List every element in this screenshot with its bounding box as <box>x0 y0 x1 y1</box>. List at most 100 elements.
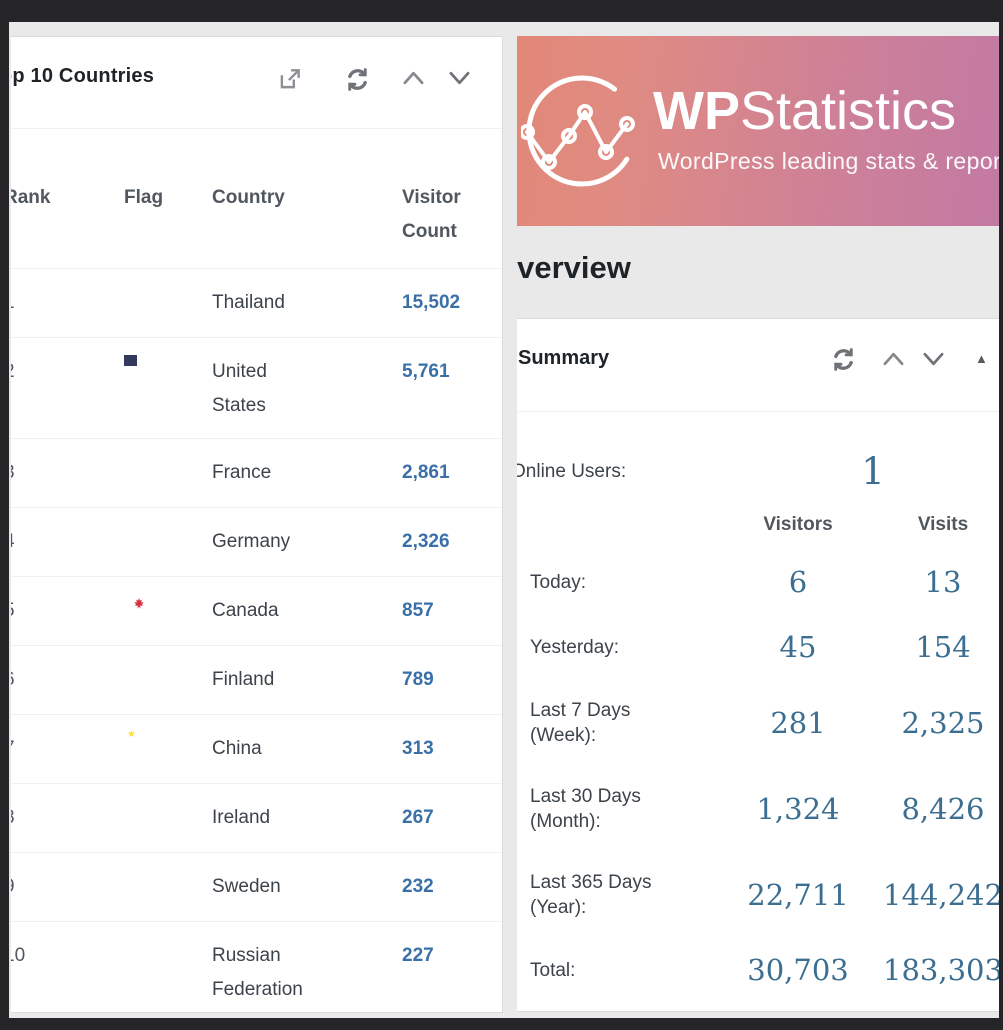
country-name: Thailand <box>212 292 285 313</box>
summary-refresh-icon[interactable] <box>830 346 857 373</box>
country-name: Germany <box>212 531 291 552</box>
country-name: France <box>212 462 272 483</box>
summary-stat-row: Last 7 Days (Week): 281 2,325 <box>517 680 999 766</box>
open-report-external-link-icon[interactable] <box>277 66 303 92</box>
visitor-count-link[interactable]: 15,502 <box>402 292 461 313</box>
country-table-row: 5 Canada 857 <box>11 577 502 646</box>
country-name: China <box>212 738 262 759</box>
country-name: Canada <box>212 600 279 621</box>
summary-stat-row: Yesterday: 45 154 <box>517 614 999 680</box>
visitor-count-link[interactable]: 2,861 <box>402 462 450 483</box>
summary-row-label: Last 7 Days (Week): <box>530 700 631 746</box>
visitors-value: 22,711 <box>747 878 849 912</box>
country-table-row: 6 Finland 789 <box>11 646 502 715</box>
country-table-row: 4 Germany 2,326 <box>11 508 502 577</box>
countries-toolbar <box>11 64 504 94</box>
visits-value: 8,426 <box>901 792 985 826</box>
country-table-row: 1 Thailand 15,502 <box>11 269 502 338</box>
rank-value: 4 <box>11 531 15 552</box>
country-table-row: 10 Russian Federation 227 <box>11 922 502 1016</box>
summary-row-label: Last 30 Days (Month): <box>530 786 641 832</box>
top-countries-header: Top 10 Countries <box>11 37 502 129</box>
rank-value: 1 <box>11 292 15 313</box>
country-name: Ireland <box>212 807 271 828</box>
visitor-count-column-header: Visitor Count <box>402 187 461 242</box>
rank-value: 10 <box>11 945 26 966</box>
summary-body: Online Users: 1 Visitors Visits Today: 6… <box>517 412 999 1002</box>
summary-card: Summary <box>517 318 999 1012</box>
visits-value: 154 <box>915 630 971 664</box>
visitor-count-link[interactable]: 789 <box>402 669 434 690</box>
total-visits-value: 183,303 <box>883 953 999 987</box>
summary-row-label: Last 365 Days (Year): <box>530 872 652 918</box>
overview-column-viewport: WPStatistics WordPress leading stats & r… <box>517 36 999 1018</box>
visits-value: 144,242 <box>883 878 999 912</box>
visitor-count-link[interactable]: 857 <box>402 600 434 621</box>
visitors-value: 6 <box>788 565 808 599</box>
rank-value: 2 <box>11 361 15 382</box>
flag-column-header: Flag <box>124 187 164 208</box>
rank-value: 9 <box>11 876 15 897</box>
summary-stat-row: Today: 6 13 <box>517 550 999 614</box>
total-label: Total: <box>530 959 576 981</box>
chevron-up-icon[interactable] <box>402 69 425 87</box>
summary-row-label: Yesterday: <box>530 636 620 658</box>
summary-collapse-triangle-icon[interactable]: ▲ <box>975 351 988 366</box>
rank-value: 8 <box>11 807 15 828</box>
visitors-value: 281 <box>770 706 826 740</box>
visitor-count-link[interactable]: 313 <box>402 738 434 759</box>
country-name: Sweden <box>212 876 281 897</box>
admin-page-background: Top 10 Countries Rank Flag Country Visit… <box>9 22 999 1018</box>
rank-value: 3 <box>11 462 15 483</box>
page-title: Overview <box>517 250 631 285</box>
country-table-row: 2 United States 5,761 <box>11 338 502 439</box>
visitor-count-link[interactable]: 5,761 <box>402 361 450 382</box>
summary-stat-row: Last 365 Days (Year): 22,711 144,242 <box>517 852 999 938</box>
summary-stat-row: Last 30 Days (Month): 1,324 8,426 <box>517 766 999 852</box>
top-countries-title: Top 10 Countries <box>11 65 155 87</box>
summary-chevron-up-icon[interactable] <box>882 350 905 368</box>
visitors-value: 1,324 <box>756 792 840 826</box>
visits-column-header: Visits <box>917 514 969 535</box>
country-name: Finland <box>212 669 275 690</box>
country-column-header: Country <box>212 187 285 208</box>
summary-title: Summary <box>518 347 610 369</box>
online-users-row: Online Users: 1 <box>517 442 999 500</box>
summary-header: Summary <box>517 319 999 412</box>
visits-value: 13 <box>924 565 962 599</box>
wp-statistics-banner: WPStatistics WordPress leading stats & r… <box>517 36 999 226</box>
visitor-count-link[interactable]: 232 <box>402 876 434 897</box>
visitors-value: 45 <box>779 630 817 664</box>
country-table-row: 3 France 2,861 <box>11 439 502 508</box>
refresh-icon[interactable] <box>344 66 371 93</box>
countries-table-body: 1 Thailand 15,502 2 United States 5,761 … <box>11 269 502 1016</box>
visitor-count-link[interactable]: 267 <box>402 807 434 828</box>
visitors-column-header: Visitors <box>763 514 833 535</box>
chevron-down-icon[interactable] <box>448 69 471 87</box>
visitor-count-link[interactable]: 227 <box>402 945 434 966</box>
summary-chevron-down-icon[interactable] <box>922 350 945 368</box>
summary-rows: Today: 6 13 Yesterday: 45 154 Last 7 Day… <box>517 550 999 938</box>
wp-statistics-logo-icon <box>519 70 643 197</box>
rank-value: 5 <box>11 600 15 621</box>
country-table-row: 8 Ireland 267 <box>11 784 502 853</box>
wp-statistics-wordmark: WPStatistics <box>653 81 957 141</box>
top-countries-card: Top 10 Countries Rank Flag Country Visit… <box>11 36 503 1013</box>
summary-total-row: Total: 30,703 183,303 <box>517 938 999 1002</box>
summary-column-headers: Visitors Visits <box>517 500 999 550</box>
country-name: United States <box>212 361 267 416</box>
country-name: Russian Federation <box>212 945 303 1000</box>
countries-widget-viewport: Top 10 Countries Rank Flag Country Visit… <box>11 36 504 1016</box>
visitor-count-link[interactable]: 2,326 <box>402 531 450 552</box>
country-table-row: 9 Sweden 232 <box>11 853 502 922</box>
rank-value: 7 <box>11 738 15 759</box>
total-visitors-value: 30,703 <box>747 953 849 987</box>
banner-tagline: WordPress leading stats & reports <box>658 148 999 174</box>
rank-column-header: Rank <box>11 187 51 208</box>
rank-value: 6 <box>11 669 15 690</box>
countries-table-header: Rank Flag Country Visitor Count <box>11 129 502 269</box>
online-users-label: Online Users: <box>517 460 627 482</box>
online-users-value: 1 <box>861 449 885 493</box>
country-table-row: 7 China 313 <box>11 715 502 784</box>
visits-value: 2,325 <box>901 706 985 740</box>
